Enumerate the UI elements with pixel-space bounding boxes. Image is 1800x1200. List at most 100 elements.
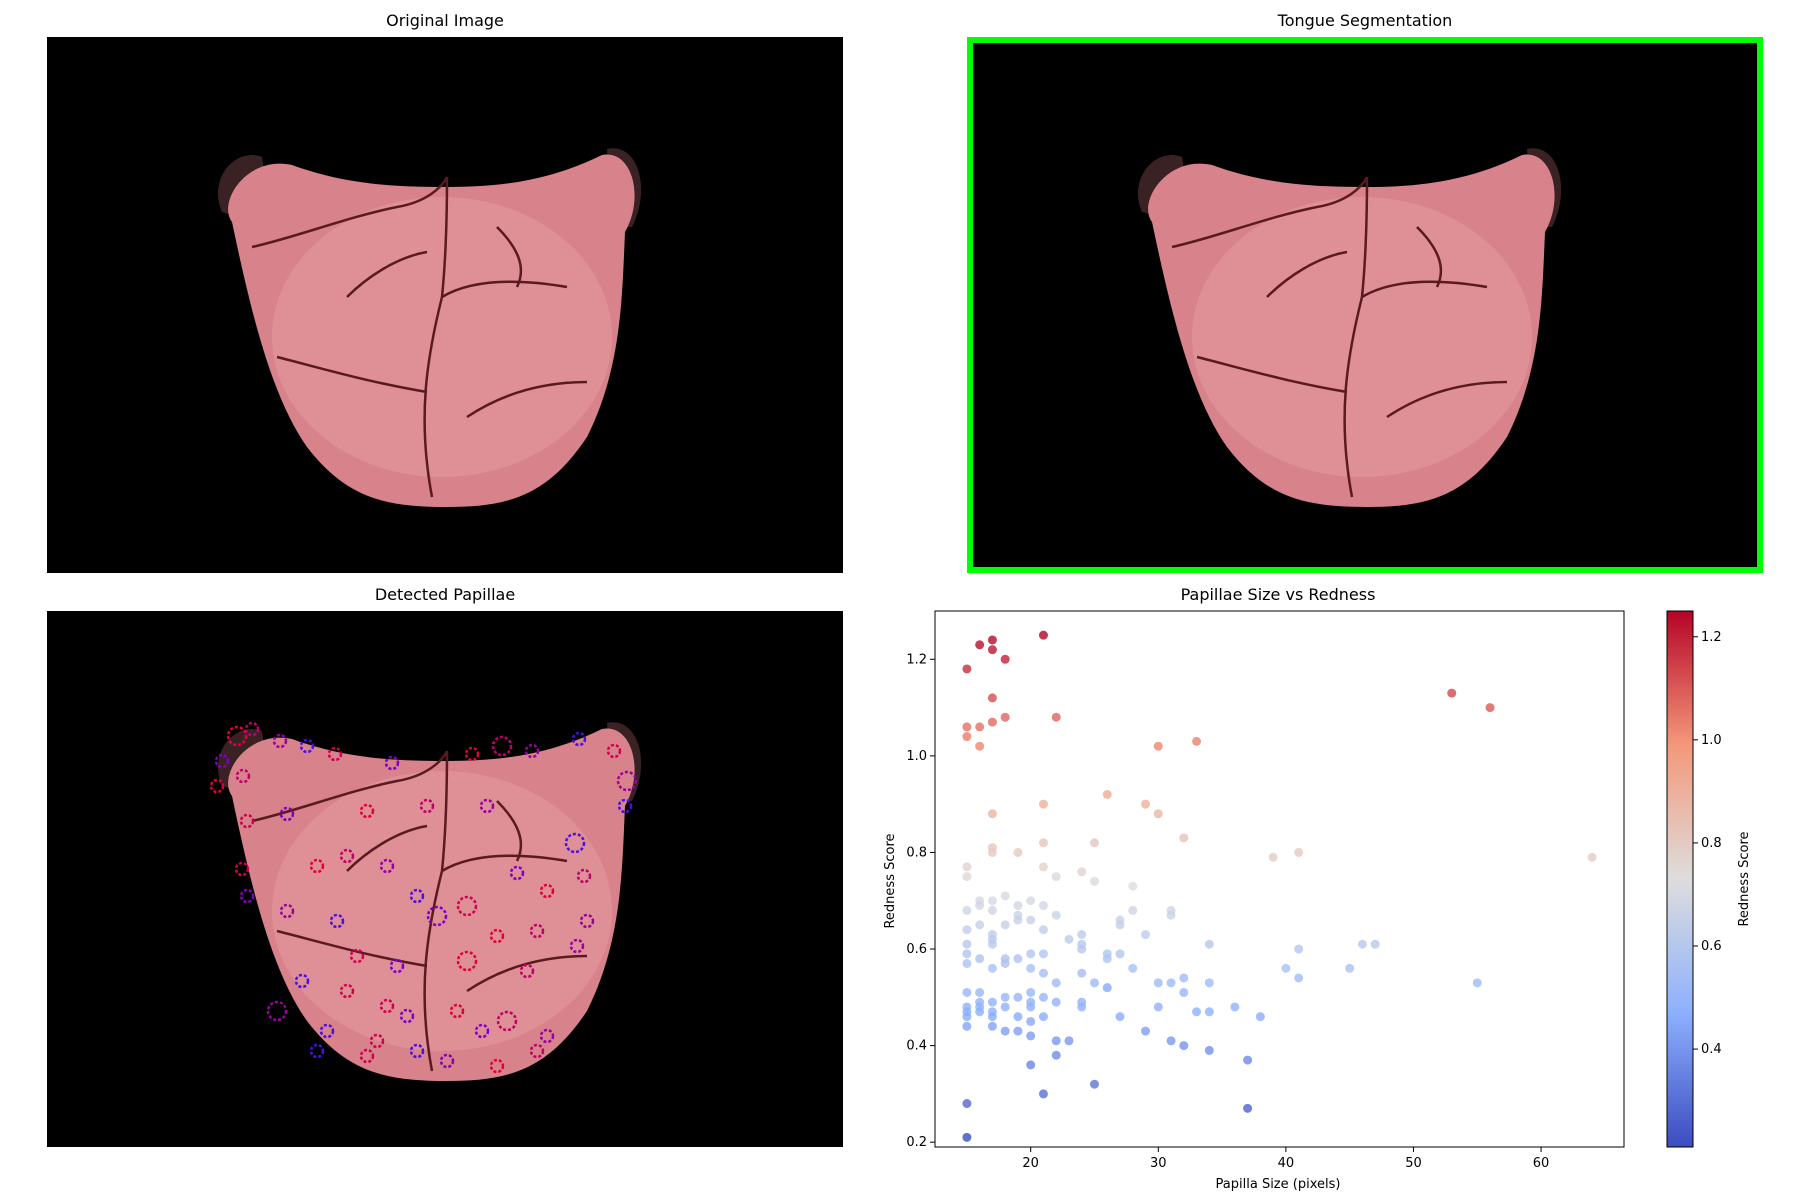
tongue-fissure (1360, 176, 1369, 298)
tongue-fissure (423, 870, 444, 1072)
papilla-marker (294, 973, 310, 989)
scatter-point (1000, 712, 1010, 722)
tongue-fissure (1196, 355, 1348, 394)
papilla-marker (509, 865, 525, 881)
papilla-marker (329, 913, 345, 929)
y-tick-label: 0.8 (906, 845, 927, 860)
scatter-point (987, 896, 997, 906)
scatter-point (1051, 1036, 1061, 1046)
scatter-point (987, 939, 997, 949)
tongue-fissure (251, 176, 449, 249)
scatter-point (1013, 915, 1023, 925)
papilla-marker (239, 813, 255, 829)
scatter-point (1000, 920, 1010, 930)
scatter-point (1013, 901, 1023, 911)
scatter-point (1115, 1012, 1125, 1022)
papillae-image (47, 611, 843, 1147)
papilla-marker (384, 755, 400, 771)
papilla-marker (209, 778, 225, 794)
tongue-photo (217, 148, 642, 507)
scatter-point (1051, 997, 1061, 1007)
scatter-point (962, 987, 972, 997)
scatter-point (1166, 1036, 1176, 1046)
colorbar-tick-label: 1.0 (1701, 733, 1722, 748)
scatter-point (1179, 987, 1189, 997)
original-image (47, 37, 843, 573)
papilla-marker (309, 858, 325, 874)
scatter-point (1357, 939, 1367, 949)
scatter-point (1077, 867, 1087, 877)
y-tick-label: 1.2 (906, 652, 927, 667)
tongue-fissure (440, 176, 449, 298)
tongue-fissure (1266, 250, 1348, 298)
papilla-marker (491, 735, 513, 757)
scatter-point (1077, 944, 1087, 954)
tongue-highlight (1192, 197, 1532, 477)
papilla-marker (479, 798, 495, 814)
scatter-point (1141, 799, 1151, 809)
scatter-point (1026, 1016, 1036, 1026)
tongue-body (228, 154, 635, 507)
scatter-point (1153, 978, 1163, 988)
x-tick-label: 60 (1533, 1156, 1550, 1171)
tongue-fissure (1343, 296, 1364, 498)
scatter-point (1038, 925, 1048, 935)
scatter-point (987, 997, 997, 1007)
papilla-marker (496, 1010, 518, 1032)
scatter-point (1038, 968, 1048, 978)
papilla-marker (234, 861, 250, 877)
scatter-point (1192, 736, 1202, 746)
scatter-point (1281, 963, 1291, 973)
scatter-point (987, 717, 997, 727)
scatter-point (1089, 1079, 1099, 1089)
papilla-marker (272, 733, 288, 749)
scatter-point (1077, 1002, 1087, 1012)
tongue-fissure (441, 854, 568, 873)
tongue-shape (217, 148, 642, 507)
tongue-fissure (346, 824, 428, 872)
scatter-point (1051, 978, 1061, 988)
scatter-point (962, 1021, 972, 1031)
scatter-point (1089, 838, 1099, 848)
papilla-marker (339, 848, 355, 864)
papilla-marker (579, 913, 595, 929)
scatter-point (1038, 862, 1048, 872)
plot-frame (934, 610, 1625, 1148)
papilla-marker (569, 938, 585, 954)
scatter-point (975, 722, 985, 732)
papilla-marker (214, 753, 230, 769)
papilla-marker (349, 948, 365, 964)
scatter-point (987, 645, 997, 655)
scatter-point (962, 1099, 972, 1109)
papilla-marker (279, 806, 295, 822)
papilla-marker (327, 746, 343, 762)
papilla-marker (456, 895, 478, 917)
scatter-point (1064, 934, 1074, 944)
papilla-marker (226, 725, 248, 747)
scatter-point (1000, 959, 1010, 969)
tongue-fissure (276, 929, 428, 968)
papilla-marker (606, 743, 622, 759)
papilla-marker (571, 731, 587, 747)
tongue-shape (1137, 148, 1562, 507)
scatter-point (1472, 978, 1482, 988)
scatter-point (1077, 930, 1087, 940)
papilla-marker (464, 746, 480, 762)
scatter-point (1038, 1089, 1048, 1099)
papilla-marker (456, 950, 478, 972)
scatter-point (1013, 1012, 1023, 1022)
scatter-point (962, 949, 972, 959)
papilla-marker (279, 903, 295, 919)
papilla-marker (339, 983, 355, 999)
scatter-point (1243, 1103, 1253, 1113)
papilla-marker (439, 1053, 455, 1069)
tongue-fissure (496, 226, 523, 288)
papilla-marker (369, 1033, 385, 1049)
scatter-point (1179, 833, 1189, 843)
papilla-marker (519, 963, 535, 979)
scatter-point (987, 635, 997, 645)
papilla-marker (616, 770, 638, 792)
scatter-point (962, 862, 972, 872)
scatter-point (962, 722, 972, 732)
scatter-point (1294, 973, 1304, 983)
